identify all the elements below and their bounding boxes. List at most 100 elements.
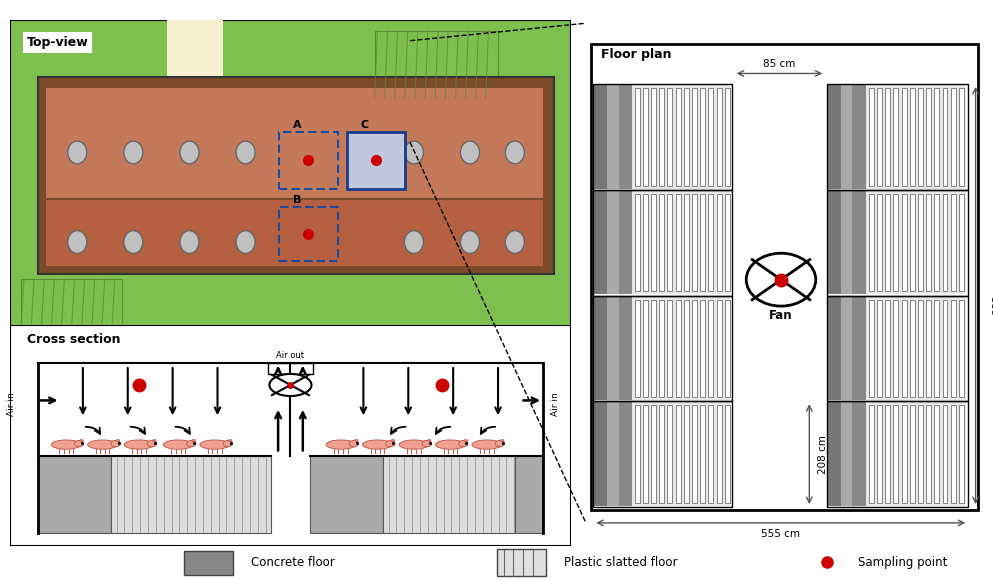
Bar [591, 44, 978, 510]
Bar [942, 406, 947, 503]
Bar [918, 300, 922, 397]
Bar [934, 406, 939, 503]
Bar [111, 456, 271, 533]
Bar [869, 300, 874, 397]
Bar [910, 194, 915, 291]
Bar [826, 401, 968, 507]
Bar [942, 194, 947, 291]
Bar [826, 190, 968, 296]
Bar [852, 191, 866, 295]
Ellipse shape [147, 440, 157, 447]
Bar [902, 194, 907, 291]
Bar [877, 406, 882, 503]
Bar [496, 549, 546, 576]
Ellipse shape [404, 141, 423, 164]
Text: Top-view: Top-view [27, 36, 88, 49]
Bar [866, 402, 965, 506]
Bar [675, 406, 680, 503]
Bar [910, 300, 915, 397]
Bar [918, 406, 922, 503]
Ellipse shape [79, 439, 83, 442]
Ellipse shape [116, 439, 120, 442]
Bar [910, 88, 915, 185]
Text: B: B [293, 195, 302, 205]
Bar [619, 402, 633, 506]
Bar [651, 194, 656, 291]
Bar [659, 406, 664, 503]
Ellipse shape [269, 374, 312, 396]
Bar [594, 402, 607, 506]
Bar [840, 191, 852, 295]
Text: Sampling point: Sampling point [858, 555, 948, 569]
Bar [633, 296, 730, 400]
Bar [47, 199, 543, 267]
Bar [47, 88, 543, 199]
Bar [826, 84, 968, 190]
Bar [894, 406, 899, 503]
Bar [675, 88, 680, 185]
Bar [633, 191, 730, 295]
Bar [684, 88, 689, 185]
Ellipse shape [461, 231, 480, 253]
Bar [651, 88, 656, 185]
Ellipse shape [391, 439, 394, 442]
Bar [167, 20, 223, 88]
Bar [866, 85, 965, 189]
Bar [635, 406, 639, 503]
Bar [38, 456, 111, 533]
Ellipse shape [472, 440, 501, 449]
Bar [607, 296, 619, 400]
Bar [651, 406, 656, 503]
Bar [383, 456, 514, 533]
Bar [717, 406, 722, 503]
Bar [310, 456, 383, 533]
Bar [959, 300, 964, 397]
Text: Floor plan: Floor plan [601, 48, 671, 60]
Bar [885, 194, 890, 291]
Ellipse shape [461, 141, 480, 164]
Ellipse shape [68, 141, 86, 164]
Bar [885, 88, 890, 185]
Bar [725, 88, 730, 185]
Ellipse shape [326, 440, 355, 449]
Bar [619, 85, 633, 189]
Bar [852, 402, 866, 506]
Bar [959, 88, 964, 185]
Bar [840, 296, 852, 400]
Ellipse shape [428, 439, 431, 442]
Bar [184, 551, 232, 575]
Bar [902, 300, 907, 397]
Bar [869, 406, 874, 503]
Ellipse shape [124, 440, 154, 449]
Ellipse shape [153, 439, 156, 442]
Bar [926, 194, 931, 291]
Bar [635, 300, 639, 397]
Bar [950, 194, 955, 291]
Bar [725, 300, 730, 397]
Bar [725, 406, 730, 503]
Text: 85 cm: 85 cm [764, 59, 795, 69]
Ellipse shape [228, 439, 232, 442]
Ellipse shape [200, 440, 229, 449]
Bar [659, 300, 664, 397]
Bar [633, 85, 730, 189]
Bar [594, 191, 607, 295]
Ellipse shape [236, 141, 255, 164]
Bar [918, 194, 922, 291]
Bar [869, 88, 874, 185]
Bar [840, 85, 852, 189]
Bar [826, 191, 840, 295]
Ellipse shape [459, 440, 468, 447]
Bar [717, 88, 722, 185]
Ellipse shape [164, 440, 193, 449]
Bar [926, 406, 931, 503]
Text: Air in: Air in [551, 392, 560, 415]
Bar [279, 207, 339, 261]
Bar [885, 406, 890, 503]
Bar [877, 88, 882, 185]
Bar [910, 406, 915, 503]
Bar [950, 300, 955, 397]
Ellipse shape [111, 440, 120, 447]
Bar [607, 402, 619, 506]
Ellipse shape [422, 440, 432, 447]
